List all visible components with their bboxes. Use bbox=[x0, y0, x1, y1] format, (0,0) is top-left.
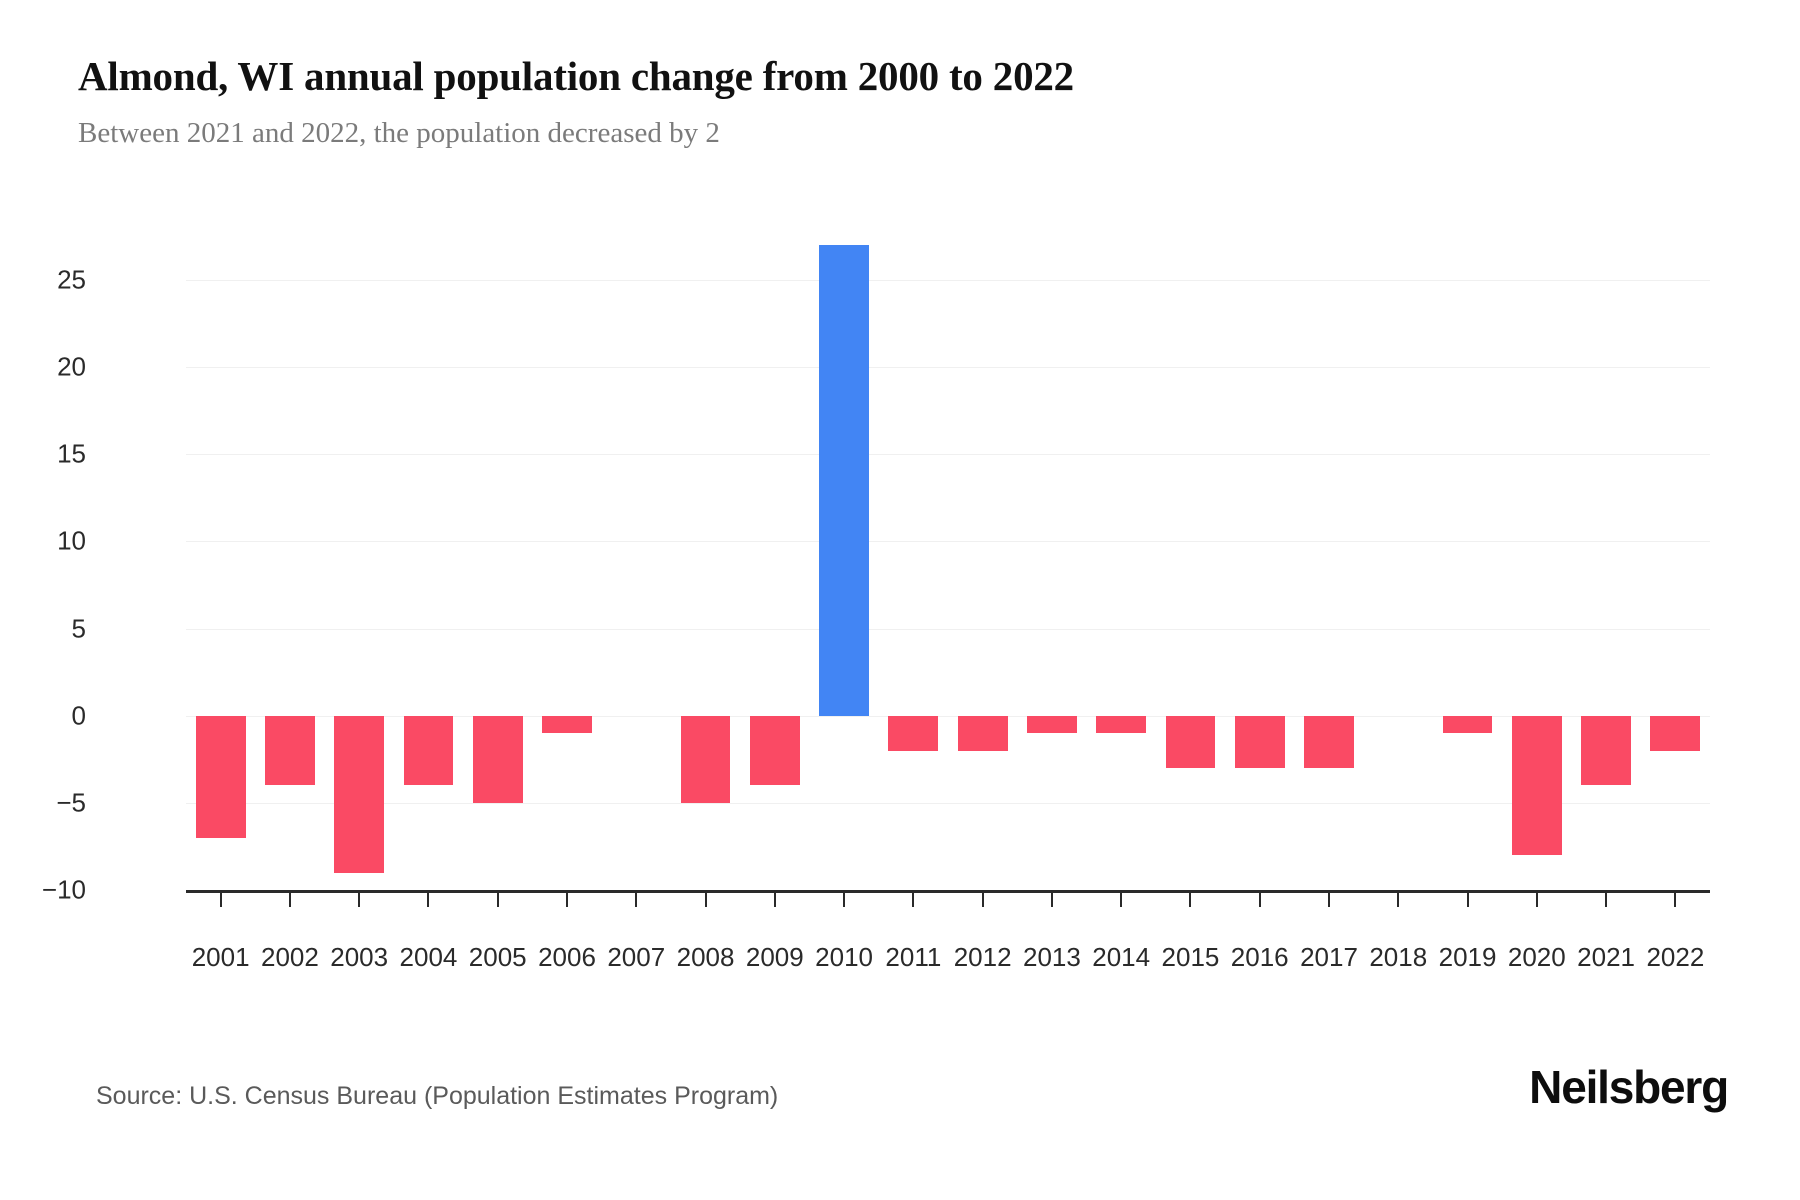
bar[interactable] bbox=[1165, 715, 1216, 768]
x-axis-tick bbox=[1605, 890, 1608, 907]
x-axis-tick-label: 2003 bbox=[330, 942, 389, 972]
bar[interactable] bbox=[1304, 715, 1354, 768]
y-axis-tick-label: 5 bbox=[71, 613, 86, 643]
x-axis-tick-label: 2013 bbox=[1022, 942, 1081, 972]
bar[interactable] bbox=[403, 715, 454, 786]
bar[interactable] bbox=[957, 715, 1008, 751]
x-axis-tick bbox=[773, 890, 776, 907]
gridline bbox=[186, 454, 1710, 456]
gridline bbox=[186, 541, 1710, 543]
page-title: Almond, WI annual population change from… bbox=[78, 53, 1074, 99]
bar[interactable] bbox=[1511, 715, 1562, 856]
x-axis-tick-label: 2014 bbox=[1092, 942, 1151, 972]
x-axis-tick-label: 2009 bbox=[745, 942, 804, 972]
bar[interactable] bbox=[680, 715, 731, 803]
x-axis-tick bbox=[288, 890, 291, 907]
x-axis-tick-label: 2001 bbox=[191, 942, 250, 972]
bar[interactable] bbox=[1650, 715, 1701, 751]
x-axis-tick bbox=[358, 890, 361, 907]
x-axis-tick bbox=[635, 890, 638, 907]
zero-gridline bbox=[186, 715, 1710, 717]
bar[interactable] bbox=[1581, 715, 1632, 786]
bar[interactable] bbox=[888, 715, 939, 751]
y-axis-tick-label: 20 bbox=[57, 351, 86, 382]
x-axis-tick bbox=[1535, 890, 1538, 907]
x-axis-tick-label: 2018 bbox=[1369, 942, 1428, 972]
y-axis-tick-label: −10 bbox=[41, 874, 86, 905]
bar[interactable] bbox=[1096, 715, 1147, 734]
x-axis-tick-label: 2007 bbox=[607, 942, 666, 972]
x-axis-tick bbox=[1328, 890, 1330, 907]
x-axis-tick-label: 2017 bbox=[1300, 942, 1358, 972]
x-axis-tick-label: 2004 bbox=[399, 942, 458, 972]
x-axis-tick bbox=[219, 890, 222, 907]
gridline bbox=[186, 279, 1710, 281]
bar[interactable] bbox=[819, 245, 870, 716]
x-axis-tick-label: 2016 bbox=[1230, 942, 1289, 972]
y-axis-tick-label: −5 bbox=[56, 787, 86, 818]
x-axis-tick-label: 2012 bbox=[953, 942, 1012, 972]
x-axis-tick bbox=[1120, 890, 1123, 907]
x-axis-tick bbox=[981, 890, 984, 907]
x-axis-tick-label: 2010 bbox=[815, 942, 873, 972]
x-axis-tick-label: 2022 bbox=[1646, 942, 1705, 972]
bar-series bbox=[186, 245, 1710, 890]
x-axis-tick-label: 2020 bbox=[1507, 942, 1566, 972]
x-axis-tick bbox=[427, 890, 430, 907]
x-axis-tick bbox=[1189, 890, 1192, 907]
x-axis-tick bbox=[1258, 890, 1261, 907]
bar[interactable] bbox=[1026, 715, 1077, 734]
page-subtitle: Between 2021 and 2022, the population de… bbox=[78, 117, 720, 149]
x-axis-tick bbox=[1050, 890, 1053, 907]
x-axis-tick bbox=[1397, 890, 1400, 907]
x-axis-tick-label: 2019 bbox=[1438, 942, 1497, 972]
x-axis-tick bbox=[843, 890, 846, 907]
y-axis-tick-label: 25 bbox=[57, 264, 86, 295]
x-axis-tick bbox=[1466, 890, 1469, 907]
brand-logo: Neilsberg bbox=[1529, 1061, 1729, 1113]
x-axis-tick bbox=[704, 890, 707, 907]
bar[interactable] bbox=[195, 715, 246, 838]
x-axis-tick-label: 2006 bbox=[538, 942, 596, 972]
gridline bbox=[186, 367, 1710, 369]
bar[interactable] bbox=[472, 715, 523, 803]
x-axis-tick-label: 2005 bbox=[468, 942, 527, 972]
gridline bbox=[186, 802, 1710, 804]
x-axis-tick-label: 2015 bbox=[1161, 942, 1220, 972]
x-axis-tick bbox=[912, 890, 915, 907]
y-axis-tick-label: 10 bbox=[57, 525, 86, 556]
bar[interactable] bbox=[264, 715, 315, 786]
bar[interactable] bbox=[1442, 715, 1493, 734]
x-axis-line bbox=[186, 890, 1710, 893]
x-axis-tick-label: 2008 bbox=[676, 942, 735, 972]
gridline bbox=[186, 628, 1710, 630]
x-axis-tick bbox=[496, 890, 499, 907]
plot-area bbox=[186, 245, 1710, 891]
bar[interactable] bbox=[1234, 715, 1285, 768]
y-axis-tick-label: 15 bbox=[57, 438, 86, 469]
bar[interactable] bbox=[749, 715, 800, 786]
bar[interactable] bbox=[542, 715, 592, 734]
y-axis-tick-label: 0 bbox=[71, 700, 86, 731]
x-axis-tick bbox=[1674, 890, 1677, 907]
x-axis-tick-label: 2002 bbox=[260, 942, 319, 972]
x-axis-tick-label: 2021 bbox=[1577, 942, 1635, 972]
source-note: Source: U.S. Census Bureau (Population E… bbox=[96, 1082, 779, 1110]
x-axis-tick-label: 2011 bbox=[885, 942, 942, 972]
bar[interactable] bbox=[334, 715, 385, 873]
x-axis-tick bbox=[566, 890, 568, 907]
